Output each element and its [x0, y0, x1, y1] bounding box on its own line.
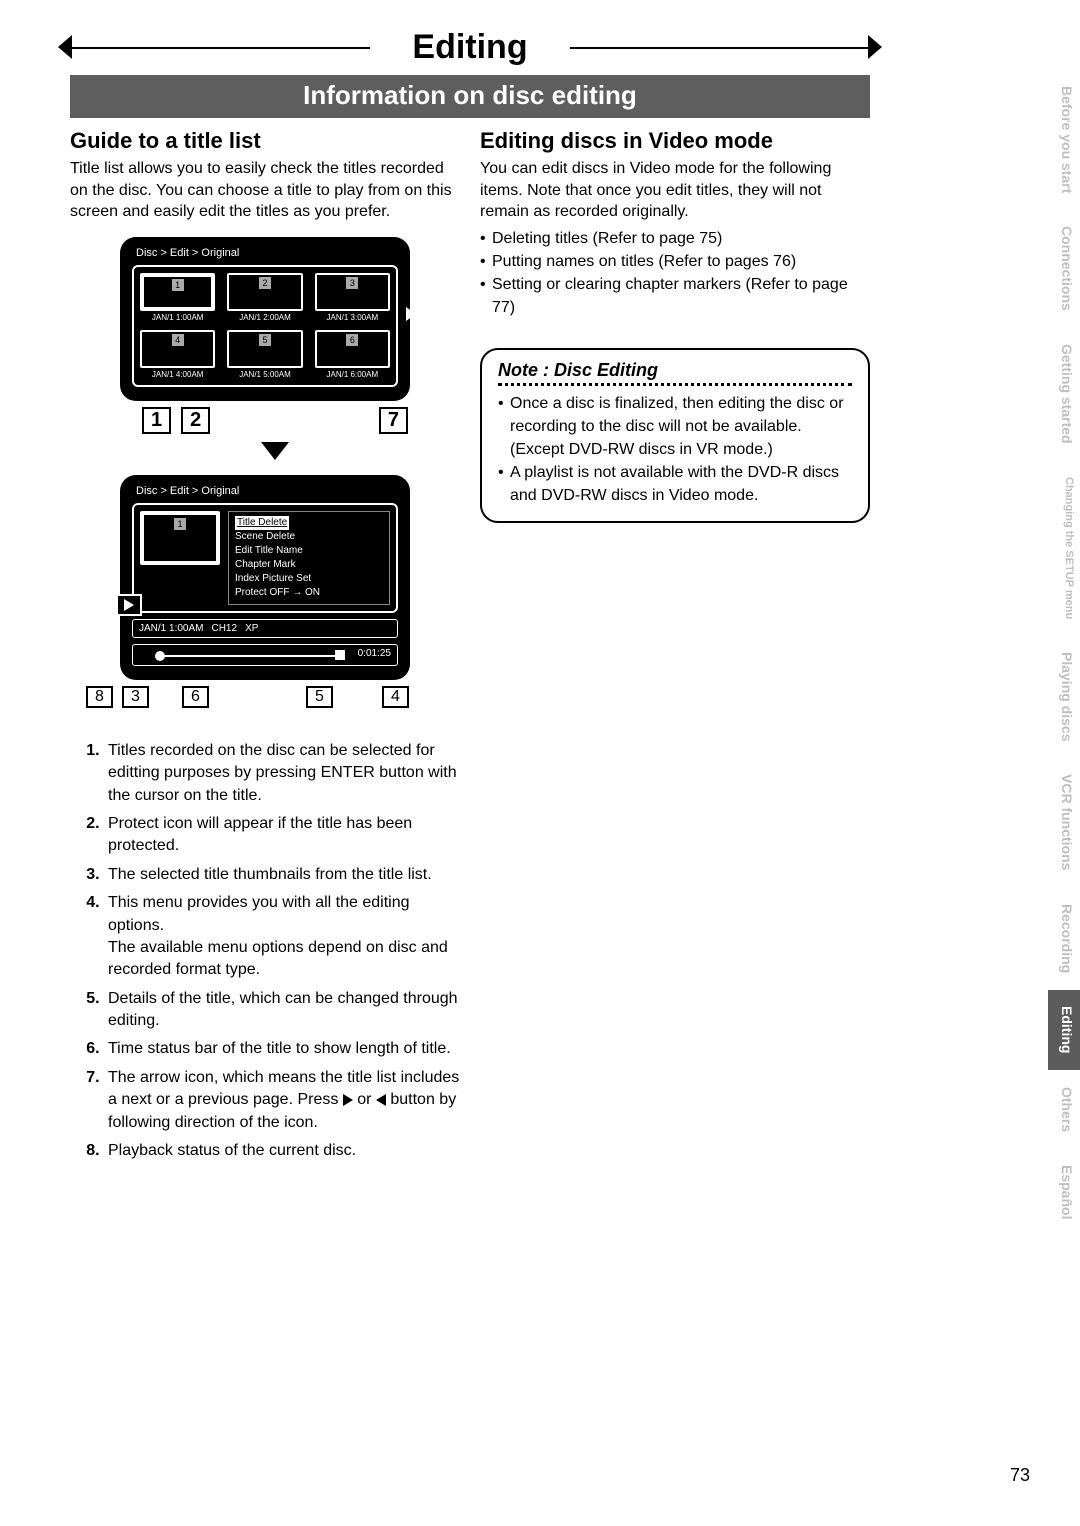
guide-item-2: Protect icon will appear if the title ha… — [104, 813, 460, 858]
playback-status-icon — [116, 594, 142, 616]
tv1-breadcrumb: Disc > Edit > Original — [136, 247, 398, 259]
edit-menu: Title Delete Scene Delete Edit Title Nam… — [228, 511, 390, 605]
page-title-text: Editing — [412, 28, 527, 66]
tab-espanol[interactable]: Español — [1048, 1149, 1080, 1236]
next-page-arrow-icon — [406, 307, 416, 321]
callouts-2: 8 3 6 5 4 — [120, 686, 430, 716]
stop-icon — [335, 650, 345, 660]
banner-arrow-right-icon — [868, 35, 882, 59]
video-item-1: Deleting titles (Refer to page 75) — [480, 227, 870, 250]
thumb-4: 4 — [140, 330, 215, 368]
callout-2: 2 — [181, 407, 210, 434]
info-date: JAN/1 1:00AM — [139, 623, 203, 634]
callout-6: 6 — [182, 686, 209, 708]
menu-scene-delete: Scene Delete — [235, 530, 383, 544]
thumb-6: 6 — [315, 330, 390, 368]
right-arrow-icon — [343, 1094, 353, 1106]
tab-others[interactable]: Others — [1048, 1071, 1080, 1149]
note-list: Once a disc is finalized, then editing t… — [498, 392, 852, 508]
info-quality: XP — [245, 623, 258, 634]
guide-item-1: Titles recorded on the disc can be selec… — [104, 740, 460, 807]
tab-vcr-functions[interactable]: VCR functions — [1048, 758, 1080, 887]
thumb-2: 2 — [227, 273, 302, 311]
page-title: Editing — [70, 25, 870, 69]
tab-setup-menu[interactable]: Changing the SETUP menu — [1048, 461, 1080, 636]
guide-item-7: The arrow icon, which means the title li… — [104, 1067, 460, 1134]
time-status-bar: 0:01:25 — [132, 644, 398, 666]
menu-edit-title-name: Edit Title Name — [235, 544, 383, 558]
title-info-line: JAN/1 1:00AM CH12 XP — [132, 619, 398, 638]
left-heading: Guide to a title list — [70, 128, 460, 154]
tv2-breadcrumb: Disc > Edit > Original — [136, 485, 398, 497]
page-number: 73 — [1010, 1465, 1030, 1486]
callout-1: 1 — [142, 407, 171, 434]
callout-3: 3 — [122, 686, 149, 708]
callout-8: 8 — [86, 686, 113, 708]
guide-item-6: Time status bar of the title to show len… — [104, 1038, 460, 1060]
callout-4: 4 — [382, 686, 409, 708]
subtitle-text: Information on disc editing — [303, 80, 637, 110]
video-item-3: Setting or clearing chapter markers (Ref… — [480, 273, 870, 319]
menu-protect: Protect OFF → ON — [235, 586, 383, 600]
tab-getting-started[interactable]: Getting started — [1048, 328, 1080, 461]
tab-before-you-start[interactable]: Before you start — [1048, 70, 1080, 210]
callout-7: 7 — [379, 407, 408, 434]
menu-index-picture: Index Picture Set — [235, 572, 383, 586]
tab-playing-discs[interactable]: Playing discs — [1048, 636, 1080, 758]
tv-screen-1: Disc > Edit > Original 1JAN/1 1:00AM 2JA… — [120, 237, 410, 401]
callout-5: 5 — [306, 686, 333, 708]
info-channel: CH12 — [211, 623, 237, 634]
guide-item-4: This menu provides you with all the edit… — [104, 892, 460, 982]
thumb-3: 3 — [315, 273, 390, 311]
guide-list: Titles recorded on the disc can be selec… — [78, 740, 460, 1163]
note-title: Note : Disc Editing — [498, 360, 852, 386]
note-item-2: A playlist is not available with the DVD… — [498, 461, 852, 507]
tab-connections[interactable]: Connections — [1048, 210, 1080, 328]
menu-chapter-mark: Chapter Mark — [235, 558, 383, 572]
thumb-1: 1 — [140, 273, 215, 311]
left-intro: Title list allows you to easily check th… — [70, 158, 460, 223]
left-arrow-icon — [376, 1094, 386, 1106]
banner-arrow-left-icon — [58, 35, 72, 59]
right-heading: Editing discs in Video mode — [480, 128, 870, 154]
elapsed-time: 0:01:25 — [358, 648, 391, 659]
note-item-1: Once a disc is finalized, then editing t… — [498, 392, 852, 462]
video-mode-list: Deleting titles (Refer to page 75) Putti… — [480, 227, 870, 320]
right-intro: You can edit discs in Video mode for the… — [480, 158, 870, 223]
selected-thumbnail: 1 — [140, 511, 220, 565]
menu-title-delete: Title Delete — [235, 516, 289, 530]
side-tabs: Before you start Connections Getting sta… — [1048, 70, 1080, 1236]
thumbnail-grid: 1JAN/1 1:00AM 2JAN/1 2:00AM 3JAN/1 3:00A… — [140, 273, 390, 379]
tab-recording[interactable]: Recording — [1048, 888, 1080, 990]
callouts-1: 1 2 7 — [142, 407, 408, 434]
video-item-2: Putting names on titles (Refer to pages … — [480, 250, 870, 273]
subtitle-bar: Information on disc editing — [70, 75, 870, 118]
tab-editing[interactable]: Editing — [1048, 990, 1080, 1070]
guide-item-3: The selected title thumbnails from the t… — [104, 864, 460, 886]
guide-item-5: Details of the title, which can be chang… — [104, 988, 460, 1033]
thumb-5: 5 — [227, 330, 302, 368]
diagrams: Disc > Edit > Original 1JAN/1 1:00AM 2JA… — [120, 237, 430, 716]
tv-screen-2: Disc > Edit > Original 1 Title Delete Sc… — [120, 475, 410, 680]
guide-item-8: Playback status of the current disc. — [104, 1140, 460, 1162]
down-arrow-icon — [120, 442, 430, 465]
note-box: Note : Disc Editing Once a disc is final… — [480, 348, 870, 524]
